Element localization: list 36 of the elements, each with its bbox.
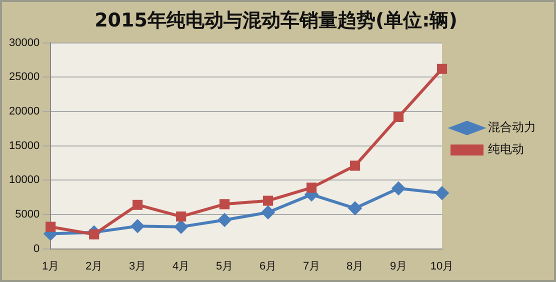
y-tick-label: 20000 bbox=[8, 106, 40, 118]
chart-title: 2015年纯电动与混动车销量趋势(单位:辆) bbox=[94, 9, 458, 32]
point bbox=[263, 196, 274, 206]
y-tick-label: 30000 bbox=[8, 36, 40, 49]
point bbox=[132, 200, 143, 210]
point bbox=[350, 160, 360, 171]
x-tick-label: 9月 bbox=[390, 260, 408, 272]
x-tick-label: 10月 bbox=[430, 260, 454, 272]
point bbox=[306, 182, 317, 193]
legend-label: 纯电动 bbox=[488, 142, 524, 156]
point bbox=[174, 220, 188, 234]
x-tick-label: 5月 bbox=[216, 260, 234, 272]
y-tick-label: 5000 bbox=[15, 208, 40, 220]
legend-label: 混合动力 bbox=[488, 120, 536, 134]
x-tick-label: 8月 bbox=[346, 260, 364, 272]
point bbox=[220, 199, 230, 210]
y-tick-label: 10000 bbox=[8, 174, 40, 186]
x-tick-label: 2月 bbox=[86, 260, 103, 272]
y-tick-label: 15000 bbox=[8, 140, 40, 152]
x-tick-label: 3月 bbox=[129, 260, 146, 272]
x-tick-label: 4月 bbox=[172, 260, 190, 272]
y-tick-label: 0 bbox=[33, 242, 40, 255]
point bbox=[392, 182, 406, 195]
x-tick-label: 1月 bbox=[42, 260, 60, 272]
point bbox=[46, 222, 56, 232]
point bbox=[176, 211, 186, 222]
point bbox=[218, 213, 232, 226]
y-tick-label: 25000 bbox=[8, 71, 40, 84]
x-tick-label: 7月 bbox=[302, 260, 320, 272]
point bbox=[436, 64, 448, 74]
point bbox=[262, 206, 275, 219]
point bbox=[393, 112, 404, 122]
x-tick-label: 6月 bbox=[259, 260, 277, 272]
point bbox=[348, 202, 362, 215]
point bbox=[131, 220, 144, 233]
point bbox=[436, 186, 448, 200]
